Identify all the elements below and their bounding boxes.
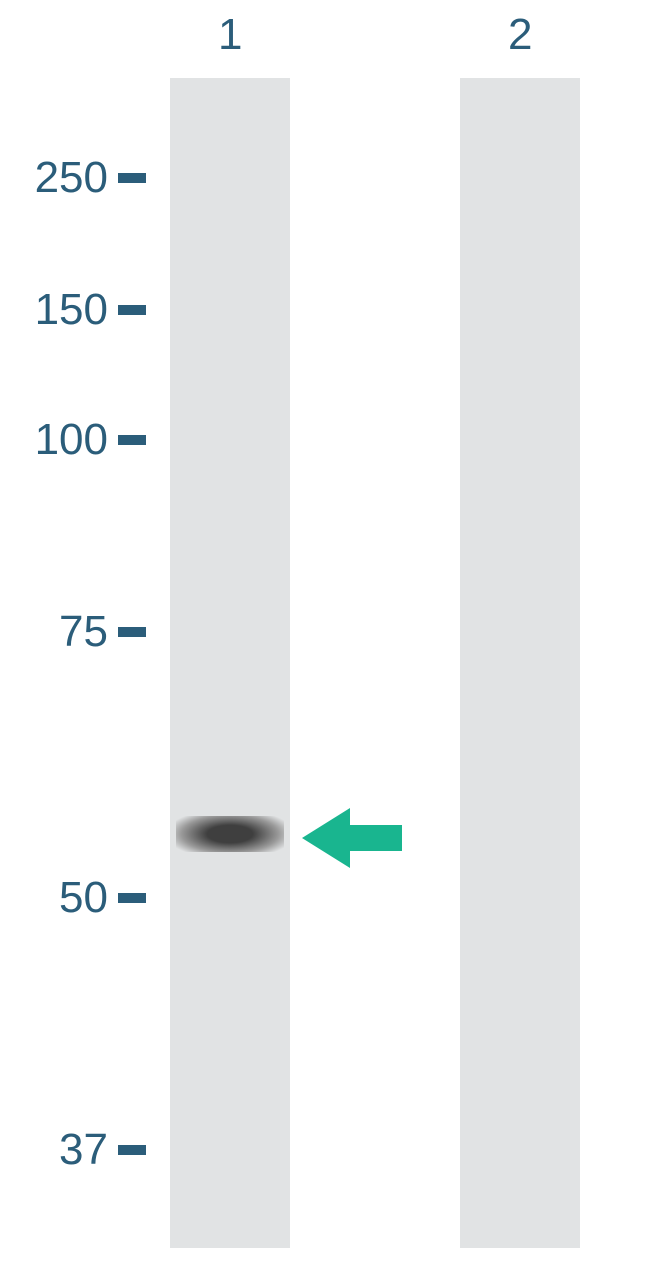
lane-label-1: 1 — [218, 10, 242, 60]
marker-tick-icon — [118, 305, 146, 315]
marker-label: 75 — [8, 607, 108, 657]
marker-label: 100 — [8, 415, 108, 465]
marker-150: 150 — [8, 288, 146, 332]
lane-1 — [170, 78, 290, 1248]
marker-75: 75 — [8, 610, 146, 654]
marker-label: 50 — [8, 873, 108, 923]
marker-tick-icon — [118, 1145, 146, 1155]
lane-2 — [460, 78, 580, 1248]
arrow-left-icon — [302, 808, 402, 868]
marker-label: 250 — [8, 153, 108, 203]
blot-canvas: 1 2 250 150 100 75 50 37 — [0, 0, 650, 1270]
marker-tick-icon — [118, 173, 146, 183]
marker-tick-icon — [118, 893, 146, 903]
marker-tick-icon — [118, 627, 146, 637]
marker-50: 50 — [8, 876, 146, 920]
lane-label-2: 2 — [508, 10, 532, 60]
marker-100: 100 — [8, 418, 146, 462]
protein-band — [176, 816, 284, 852]
marker-label: 37 — [8, 1125, 108, 1175]
marker-37: 37 — [8, 1128, 146, 1172]
marker-label: 150 — [8, 285, 108, 335]
marker-250: 250 — [8, 156, 146, 200]
marker-tick-icon — [118, 435, 146, 445]
